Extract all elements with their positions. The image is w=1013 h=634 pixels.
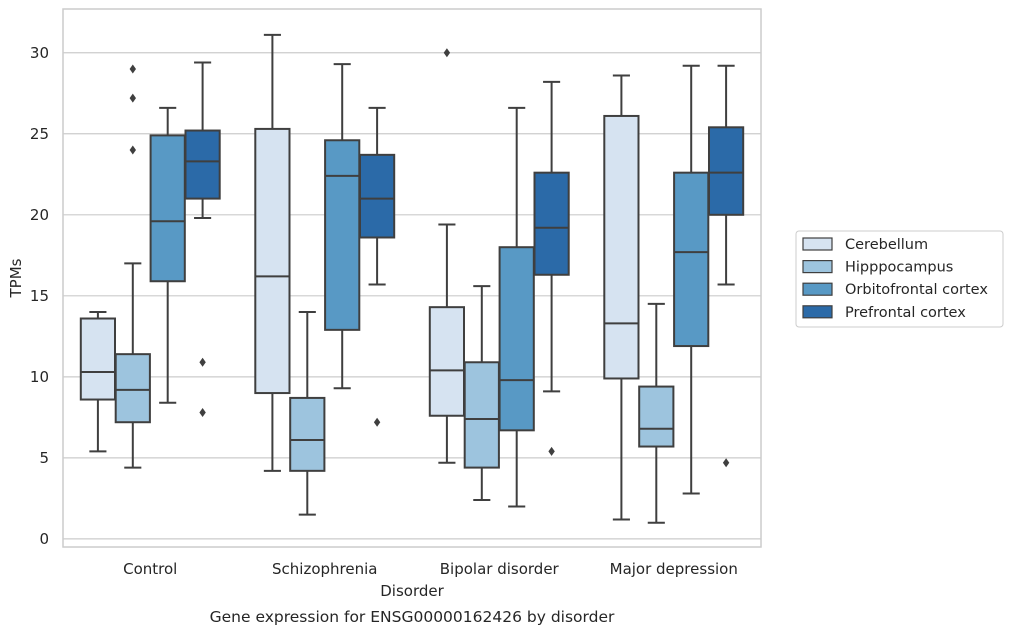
box-body bbox=[638, 385, 675, 448]
box-group bbox=[428, 48, 466, 464]
legend-swatch bbox=[802, 237, 833, 251]
legend-label: Cerebellum bbox=[845, 237, 928, 253]
outlier-point bbox=[722, 458, 730, 468]
plot-frame bbox=[62, 8, 762, 548]
box-group bbox=[289, 311, 326, 516]
y-tick-label: 15 bbox=[30, 287, 49, 305]
box-group bbox=[149, 106, 186, 404]
y-tick-label: 10 bbox=[30, 368, 49, 386]
box-group bbox=[114, 64, 151, 469]
box-body bbox=[184, 129, 221, 200]
x-tick-label: Major depression bbox=[610, 560, 738, 578]
y-tick-label: 0 bbox=[39, 530, 49, 548]
box-body bbox=[114, 353, 151, 424]
outlier-point bbox=[129, 93, 136, 103]
outlier-point bbox=[129, 145, 136, 155]
box-body bbox=[324, 139, 361, 331]
y-tick-labels: 0 5 10 15 20 25 30 bbox=[30, 44, 49, 548]
box-body bbox=[289, 396, 326, 472]
box-group bbox=[498, 106, 535, 508]
box-group bbox=[358, 106, 396, 427]
box-body bbox=[428, 306, 466, 417]
box-body bbox=[149, 134, 186, 283]
x-tick-labels: Control Schizophrenia Bipolar disorder Majo… bbox=[123, 560, 738, 578]
legend-label: Prefrontal cortex bbox=[845, 305, 966, 321]
y-tick-label: 5 bbox=[39, 449, 49, 467]
box-body bbox=[358, 153, 396, 239]
box-body bbox=[498, 246, 535, 432]
legend-label: Hipppocampus bbox=[845, 260, 953, 276]
legend: Cerebellum Hipppocampus Orbitofrontal cort… bbox=[795, 230, 1004, 328]
outlier-point bbox=[548, 446, 555, 456]
box-body bbox=[673, 171, 710, 348]
y-tick-label: 20 bbox=[30, 206, 49, 224]
x-tick-label: Bipolar disorder bbox=[440, 560, 560, 578]
box-group bbox=[638, 302, 675, 524]
outlier-point bbox=[129, 64, 136, 74]
x-axis-title: Disorder bbox=[380, 582, 444, 600]
y-axis-title: TPMs bbox=[7, 258, 25, 298]
outlier-point bbox=[199, 408, 206, 417]
plot-boxes bbox=[79, 33, 745, 524]
legend-swatch bbox=[802, 305, 833, 319]
box-group bbox=[79, 311, 117, 453]
box-group bbox=[463, 285, 500, 502]
box-group bbox=[673, 64, 710, 495]
box-group bbox=[603, 74, 640, 521]
legend-frame bbox=[795, 230, 1004, 328]
x-tick-label: Schizophrenia bbox=[272, 560, 377, 578]
box-body bbox=[79, 317, 117, 401]
box-body bbox=[603, 114, 640, 380]
figure-caption: Gene expression for ENSG00000162426 by d… bbox=[210, 608, 615, 626]
y-tick-label: 30 bbox=[30, 44, 49, 62]
box-group bbox=[324, 63, 361, 390]
legend-swatch bbox=[802, 260, 833, 274]
legend-swatch bbox=[802, 282, 833, 296]
box-body bbox=[463, 361, 500, 469]
box-group bbox=[533, 80, 570, 456]
box-body bbox=[707, 126, 745, 216]
legend-label: Orbitofrontal cortex bbox=[845, 282, 988, 298]
outlier-point bbox=[443, 48, 451, 58]
box-group bbox=[184, 61, 221, 417]
outlier-point bbox=[373, 417, 381, 427]
x-tick-label: Control bbox=[123, 560, 177, 578]
box-group bbox=[254, 33, 291, 472]
outlier-point bbox=[199, 357, 206, 367]
box-group bbox=[707, 64, 745, 468]
box-body bbox=[254, 127, 291, 395]
box-body bbox=[533, 171, 570, 276]
y-tick-label: 25 bbox=[30, 125, 49, 143]
